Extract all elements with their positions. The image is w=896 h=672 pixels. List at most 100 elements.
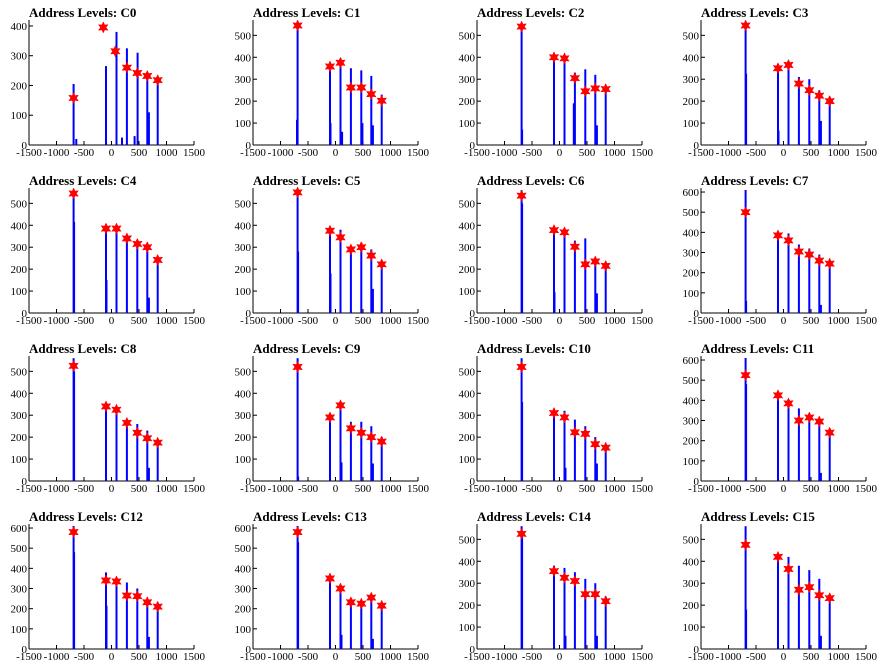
peak-marker — [804, 248, 815, 261]
x-tick-label: 1500 — [183, 147, 206, 159]
bar — [146, 430, 149, 481]
y-tick-label: 600 — [11, 523, 28, 535]
peak-marker — [740, 538, 751, 551]
y-tick-label: 300 — [459, 242, 476, 254]
bar — [584, 578, 587, 649]
x-tick-label: 0 — [781, 651, 787, 663]
y-tick-label: 100 — [235, 286, 252, 298]
y-tick-label: 500 — [459, 366, 476, 378]
bar — [553, 565, 555, 649]
bar — [339, 406, 342, 481]
x-tick-label: -1000 — [268, 651, 294, 663]
bar — [156, 606, 159, 649]
x-tick-label: 0 — [781, 483, 787, 495]
x-tick-label: 1500 — [183, 651, 206, 663]
x-tick-label: 1500 — [855, 315, 878, 327]
bar — [745, 300, 748, 313]
x-tick-label: -500 — [522, 651, 543, 663]
bar — [553, 292, 556, 313]
bar — [147, 636, 150, 649]
x-tick-label: -1500 — [16, 315, 42, 327]
bar — [573, 240, 576, 313]
x-tick-label: 1000 — [604, 651, 627, 663]
bar — [819, 120, 822, 145]
peak-marker — [516, 189, 527, 202]
chart-svg: 0 100 200 300 400 500 -1500 -1000 -500 0 500 1000 15… — [235, 186, 430, 327]
chart-svg: 0 100 200 300 400 500 -1500 -1000 -500 0 500 1000 15… — [459, 188, 654, 327]
bar — [521, 402, 524, 481]
bar — [777, 130, 780, 145]
y-tick-label: 400 — [11, 388, 28, 400]
peak-marker — [569, 574, 581, 588]
peak-marker — [68, 359, 79, 373]
bar — [563, 567, 566, 649]
y-tick-label: 100 — [683, 288, 700, 300]
peak-marker — [324, 572, 336, 585]
bar — [147, 297, 150, 313]
chart-svg: 0 100 200 300 400 500 -1500 -1000 -500 0 500 1000 15… — [683, 524, 878, 663]
x-tick-label: -500 — [74, 483, 95, 495]
y-tick-label: 400 — [11, 21, 28, 33]
x-tick-label: 1000 — [604, 315, 627, 327]
y-tick-label: 400 — [459, 220, 476, 232]
bar — [828, 262, 831, 313]
bar — [156, 258, 159, 313]
x-tick-label: -500 — [298, 147, 319, 159]
x-tick-label: 1000 — [380, 483, 403, 495]
x-tick-label: -500 — [298, 483, 319, 495]
peak-marker — [376, 599, 388, 612]
bar — [745, 73, 748, 145]
x-tick-label: -1000 — [492, 483, 518, 495]
y-tick-label: 200 — [459, 96, 476, 108]
x-tick-label: -1000 — [268, 315, 294, 327]
x-tick-label: 1500 — [407, 315, 430, 327]
x-tick-label: 500 — [803, 315, 820, 327]
bar — [349, 68, 352, 145]
y-tick-label: 200 — [11, 264, 28, 276]
x-tick-label: 500 — [355, 483, 372, 495]
y-tick-label: 200 — [235, 264, 252, 276]
chart-svg: 0 100 200 300 400 500 600 -1500 -1000 -500 0 500 100… — [235, 523, 430, 663]
peak-marker — [589, 255, 601, 268]
peak-marker — [345, 596, 357, 609]
peak-marker — [813, 89, 825, 102]
bar — [349, 598, 352, 649]
y-tick-label: 300 — [235, 410, 252, 422]
x-tick-label: -1500 — [688, 483, 714, 495]
y-tick-label: 100 — [11, 454, 28, 466]
peak-marker — [824, 426, 836, 439]
x-tick-label: 1000 — [156, 483, 179, 495]
y-tick-label: 100 — [11, 110, 28, 122]
peak-marker — [376, 94, 388, 107]
bar — [370, 594, 373, 649]
y-tick-label: 400 — [235, 388, 252, 400]
peak-marker — [772, 229, 784, 242]
peak-marker — [111, 222, 122, 235]
y-tick-label: 100 — [459, 286, 476, 298]
y-tick-label: 500 — [235, 366, 252, 378]
y-tick-label: 100 — [459, 454, 476, 466]
x-tick-label: 0 — [781, 315, 787, 327]
bar — [147, 112, 150, 145]
chart-svg: 0 100 200 300 400 500 -1500 -1000 -500 0 500 1000 15… — [459, 20, 654, 159]
bar — [797, 77, 800, 145]
bar — [564, 467, 567, 481]
peak-marker — [740, 369, 751, 382]
x-tick-label: 1000 — [380, 651, 403, 663]
chart-svg: 0 100 200 300 400 500 600 -1500 -1000 -500 0 500 100… — [683, 355, 878, 495]
y-tick-label: 500 — [11, 543, 28, 555]
y-tick-label: 300 — [235, 584, 252, 596]
bar — [553, 408, 555, 481]
y-tick-label: 500 — [683, 375, 700, 387]
peak-marker — [580, 427, 591, 440]
x-tick-label: 0 — [333, 147, 339, 159]
x-tick-label: 1000 — [380, 315, 403, 327]
peak-marker — [132, 590, 143, 603]
x-tick-label: -1500 — [240, 315, 266, 327]
x-tick-label: 1000 — [604, 483, 627, 495]
bar — [156, 441, 159, 481]
peak-marker — [121, 589, 133, 602]
y-tick-label: 400 — [11, 220, 28, 232]
x-tick-label: -1500 — [240, 651, 266, 663]
y-tick-label: 300 — [11, 51, 28, 63]
